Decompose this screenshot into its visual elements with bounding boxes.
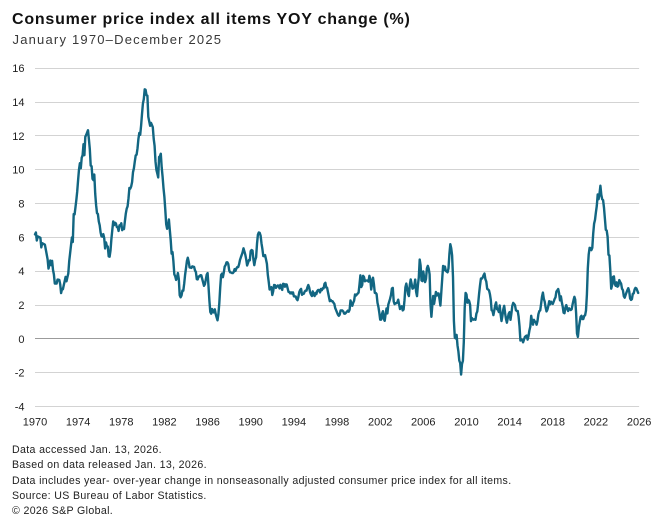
svg-text:1982: 1982 [152,417,176,429]
svg-text:4: 4 [18,266,24,278]
svg-text:2026: 2026 [627,417,651,429]
svg-text:1998: 1998 [325,417,349,429]
svg-text:6: 6 [18,232,24,244]
svg-text:2010: 2010 [454,417,478,429]
svg-text:1970: 1970 [23,417,47,429]
svg-text:-2: -2 [15,368,25,380]
svg-text:2006: 2006 [411,417,435,429]
svg-text:1986: 1986 [195,417,219,429]
svg-text:1978: 1978 [109,417,133,429]
svg-text:1974: 1974 [66,417,90,429]
svg-text:2: 2 [18,300,24,312]
svg-text:14: 14 [12,97,24,109]
svg-text:1990: 1990 [238,417,262,429]
svg-text:8: 8 [18,199,24,211]
svg-text:1994: 1994 [282,417,306,429]
svg-text:-4: -4 [15,402,25,414]
svg-text:16: 16 [12,63,24,75]
svg-text:0: 0 [18,334,24,346]
svg-text:10: 10 [12,165,24,177]
svg-text:2022: 2022 [584,417,608,429]
svg-text:2018: 2018 [541,417,565,429]
svg-text:12: 12 [12,131,24,143]
svg-text:2014: 2014 [497,417,521,429]
svg-text:2002: 2002 [368,417,392,429]
